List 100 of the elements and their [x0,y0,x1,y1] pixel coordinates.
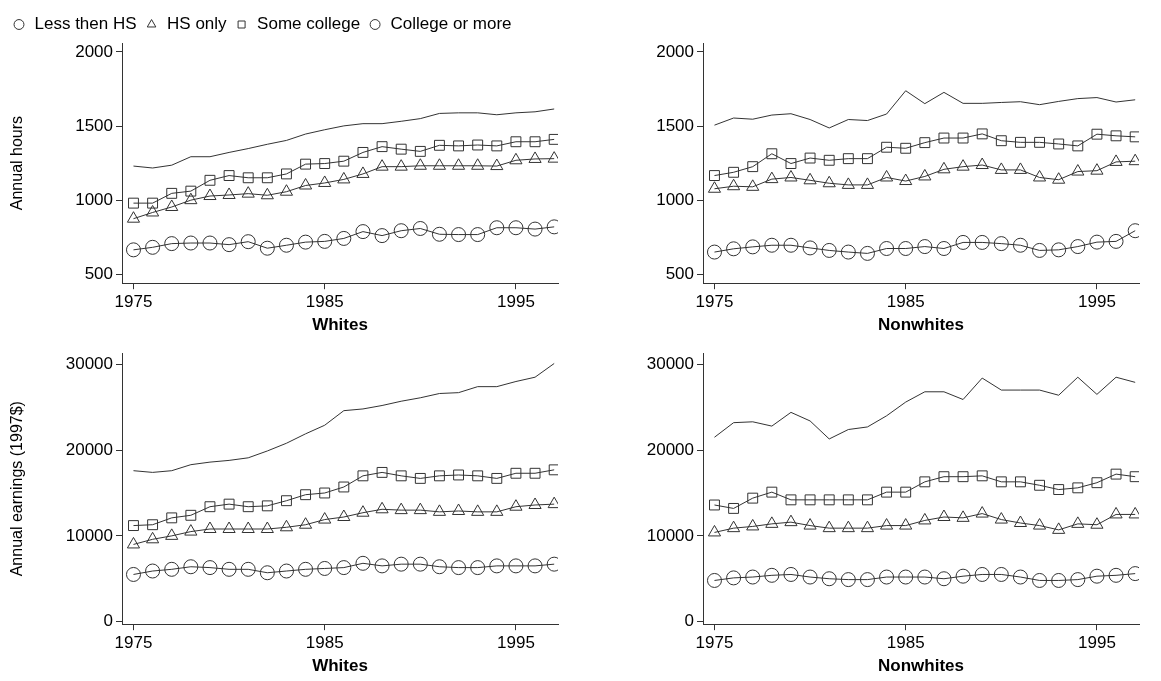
point [319,158,331,169]
point [840,572,856,588]
x-tick-label: 1985 [305,633,344,653]
point [145,239,161,255]
point [1052,522,1066,534]
point [395,470,407,482]
point [489,558,505,574]
point [184,524,198,536]
point [125,566,141,582]
point [727,520,741,533]
point [529,467,541,479]
point [126,211,141,223]
point [529,136,541,148]
legend-label: College or more [390,14,512,34]
point [432,504,446,516]
point [261,172,273,184]
x-tick-label: 1985 [886,292,925,312]
point [298,561,314,577]
point [1014,136,1026,148]
point [1032,572,1048,588]
x-axis-title: Whites [312,656,368,676]
point [842,153,854,165]
y-tick-label: 10000 [65,525,113,545]
point [489,220,505,236]
point [470,227,486,243]
point [1013,162,1027,174]
y-tick-label: 20000 [646,439,694,459]
point [509,499,523,511]
point [298,234,314,250]
point [433,139,445,151]
point [548,133,558,145]
point [842,494,854,506]
point [184,192,198,205]
point [974,566,990,582]
x-tick-label: 1985 [886,633,925,653]
point [336,230,352,246]
point [241,186,255,198]
point [166,187,178,199]
point [471,504,485,516]
point [898,241,914,256]
point [1070,572,1086,588]
point [431,226,447,242]
x-tick-label: 1995 [1078,292,1116,312]
point [413,502,427,515]
point [1013,515,1027,527]
point [337,509,351,521]
point [527,558,543,574]
point [917,569,933,585]
point [431,559,447,575]
point [413,158,427,170]
point [338,155,350,167]
point [728,502,740,514]
point [509,152,523,165]
point [223,498,235,510]
point [764,237,780,253]
point [802,569,818,585]
x-axis-title: Nonwhites [878,656,964,676]
point [451,560,467,576]
point [222,521,236,534]
point [976,470,988,482]
point [204,501,216,513]
point [394,502,408,515]
y-axis-title: Annual earnings (1997$) [8,401,26,577]
point [1034,136,1046,148]
point [802,240,818,256]
legend-label: HS only [167,14,228,34]
point [803,518,817,530]
point [259,240,275,256]
point [318,512,332,524]
y-tick-label: 2000 [656,41,694,61]
point [879,241,895,256]
point [1051,242,1067,258]
point [508,558,524,574]
point [860,177,875,189]
point [862,153,873,165]
point [508,220,524,236]
y-tick-label: 10000 [646,525,694,545]
point [728,166,740,178]
point [242,172,254,184]
point [821,571,837,587]
point [899,173,913,186]
point [917,239,933,255]
point [899,518,913,530]
point [1091,477,1103,489]
point [1071,164,1085,176]
point [1089,234,1105,250]
point [240,561,256,577]
point [957,132,969,144]
point [937,509,951,521]
point [936,571,952,587]
y-tick-label: 500 [84,263,113,283]
point [355,555,371,571]
point [785,158,797,169]
point [764,567,780,583]
point [164,561,180,577]
point [357,146,369,158]
point [356,166,370,178]
point [452,503,466,515]
point [490,504,504,516]
point [279,184,294,196]
